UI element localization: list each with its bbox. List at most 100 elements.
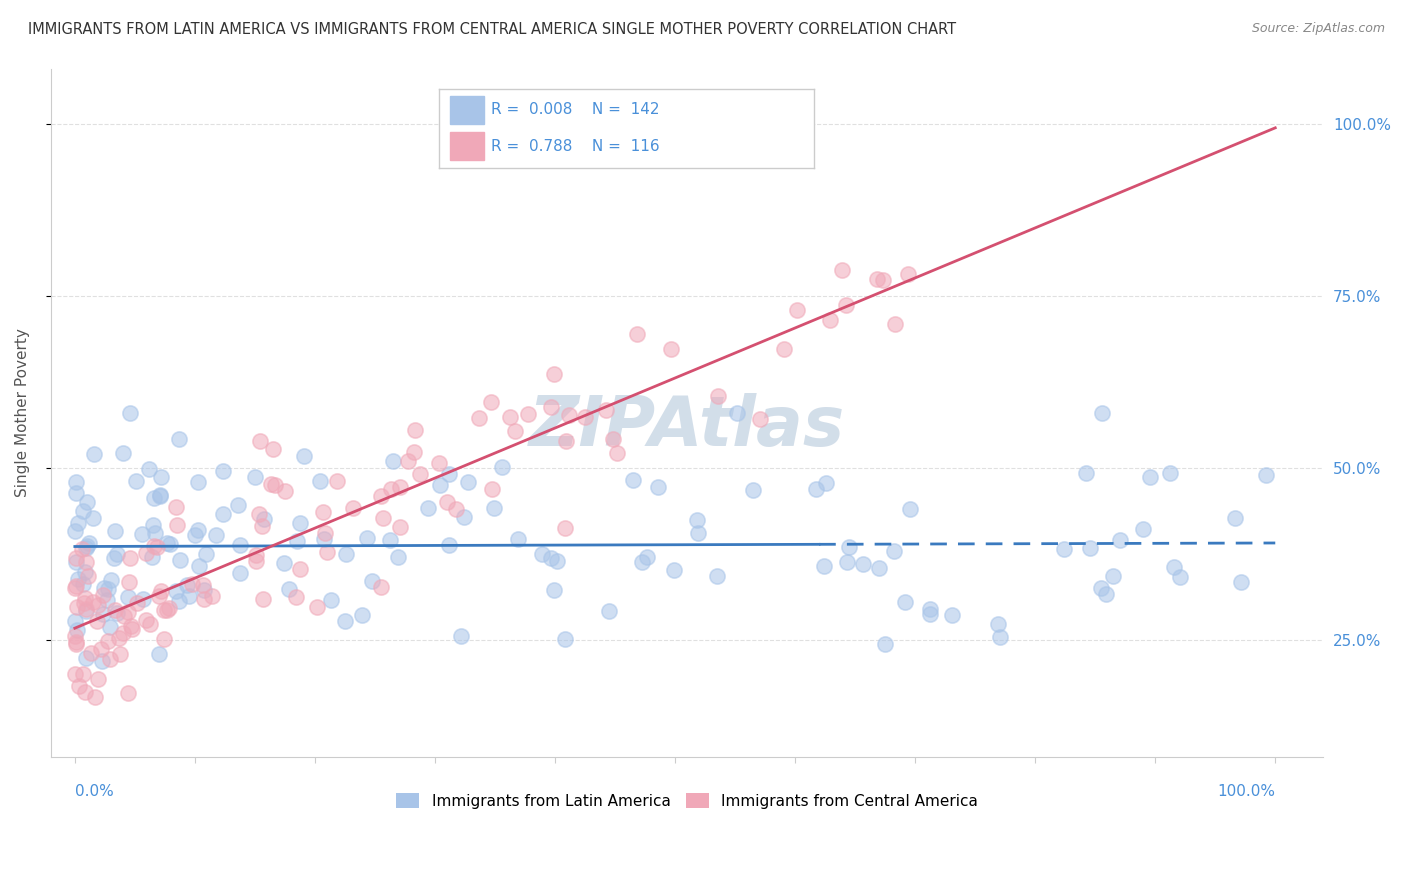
Point: [73, 591, 96, 605]
Point: [250, 519, 273, 533]
Text: 0.0%: 0.0%: [75, 784, 114, 799]
Point: [894, 595, 917, 609]
Point: [90, 642, 112, 657]
Point: [63, 581, 86, 595]
Point: [326, 475, 349, 489]
Point: [706, 568, 728, 582]
Point: [65, 636, 87, 650]
Point: [75, 604, 97, 618]
Point: [105, 547, 128, 561]
Point: [378, 533, 401, 548]
Point: [491, 459, 513, 474]
Point: [187, 559, 209, 574]
Point: [118, 406, 141, 420]
Point: [1132, 522, 1154, 536]
Point: [292, 449, 315, 463]
Point: [371, 511, 394, 525]
Point: [67, 572, 90, 586]
Point: [167, 433, 190, 447]
Point: [503, 424, 526, 438]
Point: [508, 532, 530, 546]
Point: [897, 267, 920, 281]
Point: [436, 494, 458, 508]
Text: ZIPAtlas: ZIPAtlas: [529, 393, 845, 460]
Point: [786, 303, 808, 318]
Point: [1159, 467, 1181, 481]
Point: [748, 412, 770, 426]
Point: [67, 679, 90, 693]
Point: [82, 595, 104, 609]
Point: [181, 577, 204, 591]
Point: [149, 488, 172, 502]
Point: [319, 593, 342, 607]
Point: [437, 538, 460, 552]
Point: [813, 558, 835, 573]
Point: [93, 581, 115, 595]
Point: [1108, 533, 1130, 547]
Point: [149, 489, 172, 503]
Point: [91, 654, 114, 668]
Point: [165, 500, 187, 514]
Point: [457, 475, 479, 490]
Point: [70, 542, 93, 557]
Point: [335, 547, 357, 561]
Point: [139, 617, 162, 632]
Point: [540, 551, 562, 566]
Point: [262, 442, 284, 457]
Point: [75, 541, 97, 555]
Point: [1094, 587, 1116, 601]
Point: [260, 477, 283, 491]
Point: [285, 533, 308, 548]
Point: [875, 637, 897, 651]
Point: [307, 600, 329, 615]
Point: [831, 263, 853, 277]
Point: [1078, 541, 1101, 556]
Point: [148, 647, 170, 661]
Point: [898, 501, 921, 516]
Point: [169, 553, 191, 567]
Point: [105, 606, 128, 620]
Point: [72, 576, 94, 591]
Point: [159, 537, 181, 551]
Point: [554, 434, 576, 448]
Point: [558, 408, 581, 422]
Point: [253, 512, 276, 526]
Point: [104, 603, 127, 617]
Point: [481, 483, 503, 497]
Point: [883, 543, 905, 558]
Point: [118, 575, 141, 590]
Point: [444, 502, 467, 516]
Point: [65, 635, 87, 649]
Point: [543, 367, 565, 381]
Point: [142, 518, 165, 533]
Point: [308, 474, 330, 488]
Point: [918, 601, 941, 615]
Point: [621, 473, 644, 487]
Point: [662, 563, 685, 577]
Point: [396, 453, 419, 467]
Point: [835, 555, 858, 569]
Point: [834, 298, 856, 312]
Point: [574, 409, 596, 424]
Point: [73, 596, 96, 610]
Point: [187, 475, 209, 489]
Point: [110, 647, 132, 661]
Point: [87, 672, 110, 686]
Point: [245, 549, 267, 563]
Point: [868, 560, 890, 574]
Point: [1091, 406, 1114, 420]
Point: [1229, 575, 1251, 590]
Point: [212, 507, 235, 521]
Point: [117, 686, 139, 700]
Point: [598, 604, 620, 618]
Point: [117, 605, 139, 619]
Point: [626, 326, 648, 341]
Point: [370, 580, 392, 594]
Text: 100.0%: 100.0%: [1218, 784, 1275, 799]
Point: [156, 603, 179, 617]
Point: [201, 590, 224, 604]
Point: [63, 614, 86, 628]
Point: [91, 607, 114, 621]
Point: [80, 646, 103, 660]
Point: [63, 629, 86, 643]
